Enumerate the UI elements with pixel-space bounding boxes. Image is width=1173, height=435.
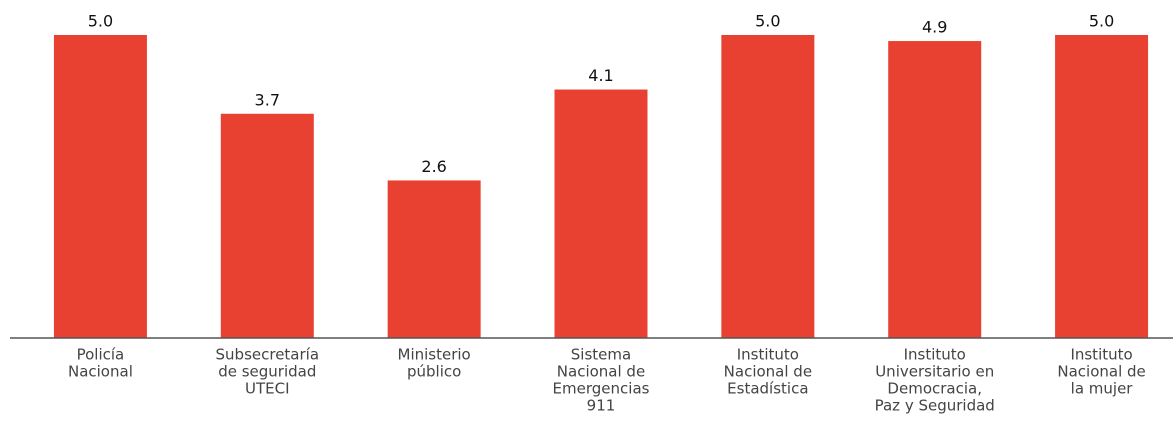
value-label: 5.0 — [755, 12, 780, 31]
x-tick-label: la mujer — [1071, 380, 1134, 398]
bar — [554, 89, 648, 338]
x-tick-label: Estadística — [727, 380, 808, 398]
x-tick-label: Paz y Seguridad — [875, 397, 995, 415]
bar — [721, 35, 815, 338]
value-label: 4.9 — [922, 18, 947, 37]
x-tick-label: Policía — [77, 346, 125, 364]
x-tick-label: UTECI — [245, 380, 290, 398]
x-tick-label: público — [407, 363, 461, 381]
bar — [1055, 35, 1149, 338]
x-tick-label: Ministerio — [398, 346, 471, 364]
x-tick-label: Instituto — [1070, 346, 1132, 364]
x-tick-label: Democracia, — [887, 380, 982, 398]
x-tick-label: Nacional de — [557, 363, 645, 381]
value-label: 5.0 — [88, 12, 113, 31]
bar — [387, 180, 481, 338]
x-tick-label: Nacional de — [724, 363, 812, 381]
x-tick-label: Emergencias — [553, 380, 650, 398]
x-tick-label: Nacional de — [1057, 363, 1145, 381]
value-label: 4.1 — [588, 66, 613, 85]
x-tick-label: de seguridad — [218, 363, 316, 381]
value-label: 3.7 — [255, 90, 280, 109]
x-tick-label: Subsecretaría — [216, 346, 320, 364]
x-tick-label: Instituto — [737, 346, 799, 364]
x-tick-label: Universitario en — [875, 363, 994, 381]
x-tick-label: Sistema — [571, 346, 631, 364]
x-tick-label: Nacional — [68, 363, 133, 381]
x-tick-label: 911 — [587, 397, 616, 415]
bar — [888, 41, 982, 339]
bar — [220, 113, 314, 338]
value-label: 5.0 — [1089, 12, 1114, 31]
x-tick-label: Instituto — [904, 346, 966, 364]
value-label: 2.6 — [421, 157, 446, 176]
bar — [53, 35, 147, 338]
